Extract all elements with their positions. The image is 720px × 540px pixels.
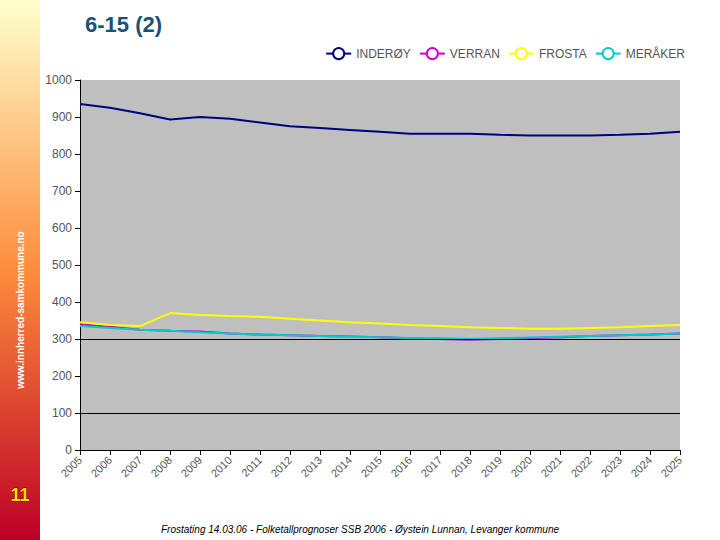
svg-text:2020: 2020	[508, 454, 534, 480]
svg-text:FROSTA: FROSTA	[539, 47, 587, 61]
svg-text:900: 900	[52, 110, 72, 124]
svg-text:2012: 2012	[268, 454, 294, 480]
svg-text:400: 400	[52, 295, 72, 309]
svg-text:800: 800	[52, 147, 72, 161]
svg-text:500: 500	[52, 258, 72, 272]
svg-text:2006: 2006	[88, 454, 114, 480]
svg-text:2009: 2009	[178, 454, 204, 480]
svg-text:2019: 2019	[478, 454, 504, 480]
svg-text:VERRAN: VERRAN	[450, 47, 500, 61]
svg-text:www.innherred-samkommune.no: www.innherred-samkommune.no	[15, 231, 26, 389]
svg-text:2016: 2016	[388, 454, 414, 480]
svg-text:2024: 2024	[628, 454, 654, 480]
svg-text:2010: 2010	[208, 454, 234, 480]
svg-text:2017: 2017	[418, 454, 444, 480]
svg-text:6-15 (2): 6-15 (2)	[85, 12, 162, 37]
svg-text:0: 0	[65, 443, 72, 457]
svg-text:2011: 2011	[239, 454, 264, 479]
svg-text:300: 300	[52, 332, 72, 346]
svg-text:600: 600	[52, 221, 72, 235]
svg-text:MERÅKER: MERÅKER	[626, 46, 686, 61]
svg-text:2025: 2025	[658, 454, 684, 480]
svg-text:2018: 2018	[448, 454, 474, 480]
svg-text:2022: 2022	[568, 454, 594, 480]
svg-text:700: 700	[52, 184, 72, 198]
svg-text:100: 100	[52, 406, 72, 420]
svg-text:2005: 2005	[58, 454, 84, 480]
svg-text:11: 11	[10, 485, 29, 505]
svg-text:200: 200	[52, 369, 72, 383]
svg-text:2013: 2013	[298, 454, 324, 480]
svg-text:INDERØY: INDERØY	[356, 47, 411, 61]
svg-text:2007: 2007	[118, 454, 144, 480]
svg-text:1000: 1000	[45, 73, 72, 87]
svg-text:2023: 2023	[598, 454, 624, 480]
svg-text:2014: 2014	[328, 454, 354, 480]
svg-text:2021: 2021	[538, 454, 564, 480]
svg-text:2015: 2015	[358, 454, 384, 480]
svg-text:Frostating 14.03.06 - Folketal: Frostating 14.03.06 - Folketallprognoser…	[161, 524, 559, 535]
svg-text:2008: 2008	[148, 454, 174, 480]
